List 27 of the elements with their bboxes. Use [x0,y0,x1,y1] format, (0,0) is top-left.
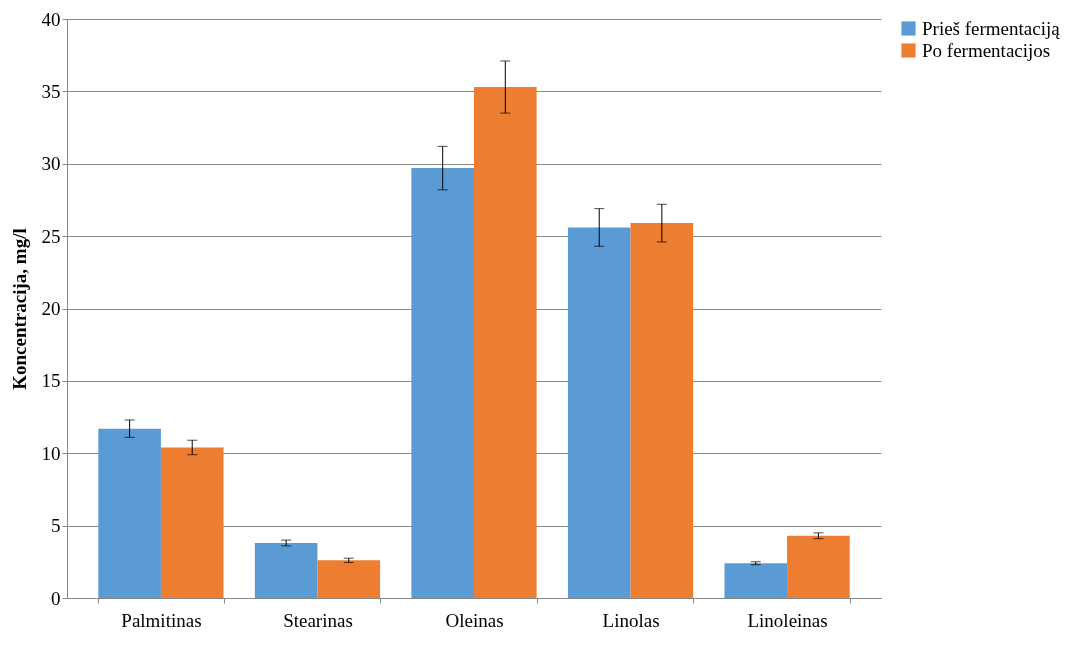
bar [724,563,788,598]
y-tick-label: 5 [51,515,61,537]
x-tick-label: Oleinas [445,609,504,631]
bar [411,168,474,598]
bar [98,428,161,598]
bar [317,560,381,598]
legend-label: Prieš fermentaciją [922,17,1061,39]
bar [254,543,318,598]
y-tick-label: 35 [41,80,61,102]
bar [567,227,631,598]
x-tick-label: Linolas [602,609,660,631]
bar [474,87,537,598]
bar [787,535,850,598]
y-tick-label: 10 [41,442,61,464]
x-tick-label: Linoleinas [747,609,828,631]
y-tick-label: 40 [41,8,61,30]
legend-label: Po fermentacijos [922,39,1051,61]
y-tick-label: 20 [41,298,61,319]
bar [630,223,694,598]
x-tick-label: Palmitinas [121,609,202,631]
y-tick-label: 0 [51,587,61,609]
x-tick-label: Stearinas [283,609,353,631]
y-axis-title: Koncentracija, mg/l [8,228,30,390]
y-tick-label: 30 [41,153,61,175]
y-tick-label: 15 [41,370,61,392]
bar [160,447,224,598]
y-tick-label: 25 [41,225,61,247]
